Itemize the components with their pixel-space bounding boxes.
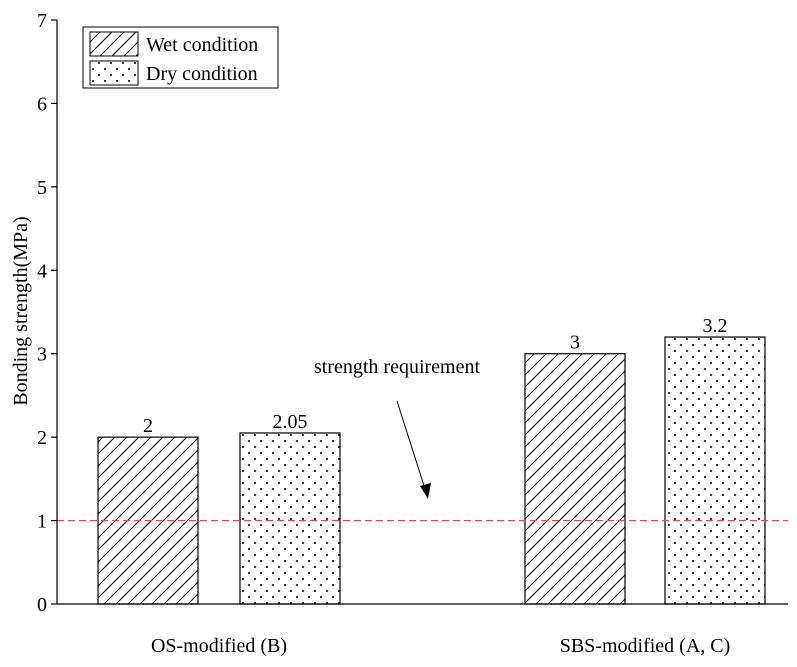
x-category-label: SBS-modified (A, C) — [560, 635, 731, 657]
legend-swatch-dry — [89, 60, 139, 86]
y-tick-label: 3 — [37, 344, 47, 366]
bar-wet-sbs — [524, 353, 626, 605]
data-label-wet-sbs: 3 — [570, 332, 580, 354]
legend-label-dry: Dry condition — [146, 63, 258, 85]
legend-swatch-wet — [89, 31, 139, 57]
y-tick-label: 7 — [37, 10, 47, 32]
data-label-wet-os: 2 — [143, 415, 153, 437]
y-tick-label: 5 — [37, 177, 47, 199]
labels-layer: 2 2.05 3 3.2 0 1 2 3 4 5 6 7 OS-modified (B) SBS-modi… — [37, 10, 730, 657]
y-tick-label: 6 — [37, 93, 47, 115]
bars-layer — [97, 336, 766, 605]
y-tick-label: 0 — [37, 594, 47, 616]
bar-dry-os — [239, 432, 341, 605]
data-label-dry-os: 2.05 — [273, 411, 308, 433]
bar-dry-sbs — [664, 336, 766, 605]
data-label-dry-sbs: 3.2 — [703, 315, 728, 337]
x-category-label: OS-modified (B) — [151, 635, 287, 657]
y-tick-label: 1 — [37, 511, 47, 533]
legend: Wet condition Dry condition — [82, 26, 279, 89]
y-tick-label: 4 — [37, 260, 47, 282]
y-tick-label: 2 — [37, 427, 47, 449]
legend-label-wet: Wet condition — [146, 34, 258, 56]
annotation-arrow — [396, 400, 431, 499]
axes-layer — [51, 19, 788, 605]
annotation-text: strength requirement — [314, 356, 480, 378]
y-axis-title: Bonding strength(MPa) — [10, 216, 32, 405]
